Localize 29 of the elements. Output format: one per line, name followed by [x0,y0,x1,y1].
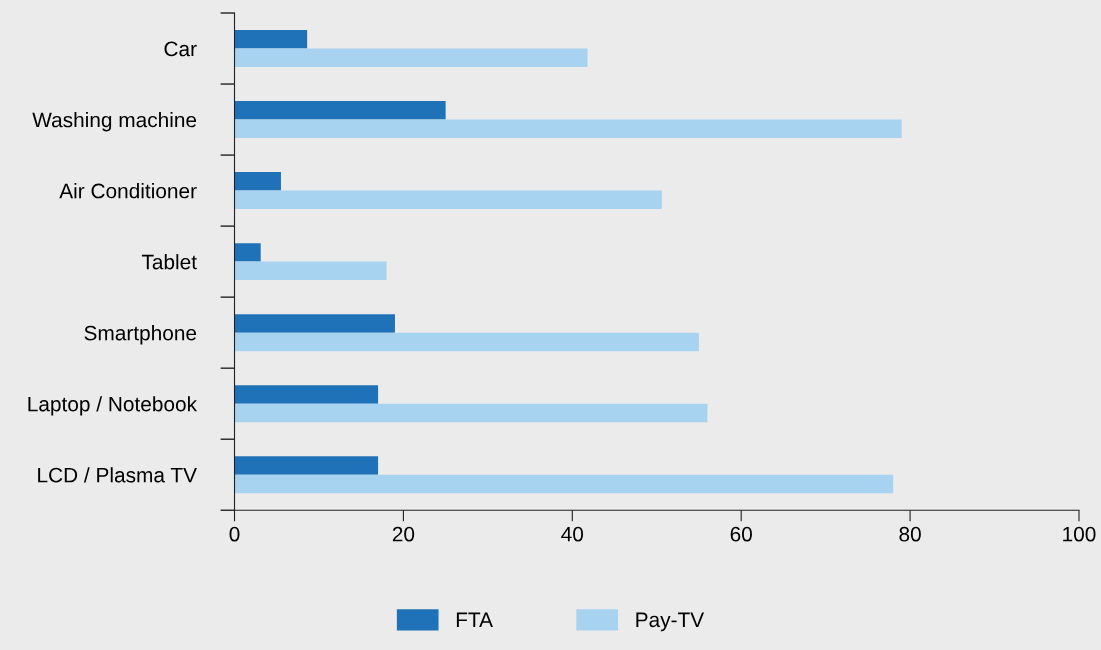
x-tick-label: 40 [561,526,584,542]
bar [234,243,261,262]
bar [234,314,395,333]
y-tick-label: Tablet [141,254,197,270]
bar [234,101,446,120]
x-tick-label: 20 [392,526,415,542]
bar [234,385,379,404]
bar [234,332,699,352]
x-tick-label: 0 [229,526,240,542]
bar [234,48,588,67]
x-tick-label: 100 [1063,526,1096,542]
bar [234,172,281,191]
bar [234,30,308,49]
bar [234,403,708,423]
y-tick-label: Laptop / Notebook [28,396,198,416]
y-tick-label: Washing machine [32,112,197,132]
y-tick-label: Smartphone [84,325,197,345]
y-tick-label: Car [164,41,197,57]
y-tick-label: Air Conditioner [59,183,197,199]
legend-label: FTA [456,612,493,627]
bar [234,456,379,475]
x-tick-label: 60 [730,526,752,542]
y-tick-label: LCD / Plasma TV [38,467,197,483]
bar [234,190,662,210]
x-tick-label: 80 [899,526,921,542]
bar [234,474,894,494]
bar [234,261,387,281]
bar [234,119,902,139]
legend-label: Pay-TV [636,612,705,632]
